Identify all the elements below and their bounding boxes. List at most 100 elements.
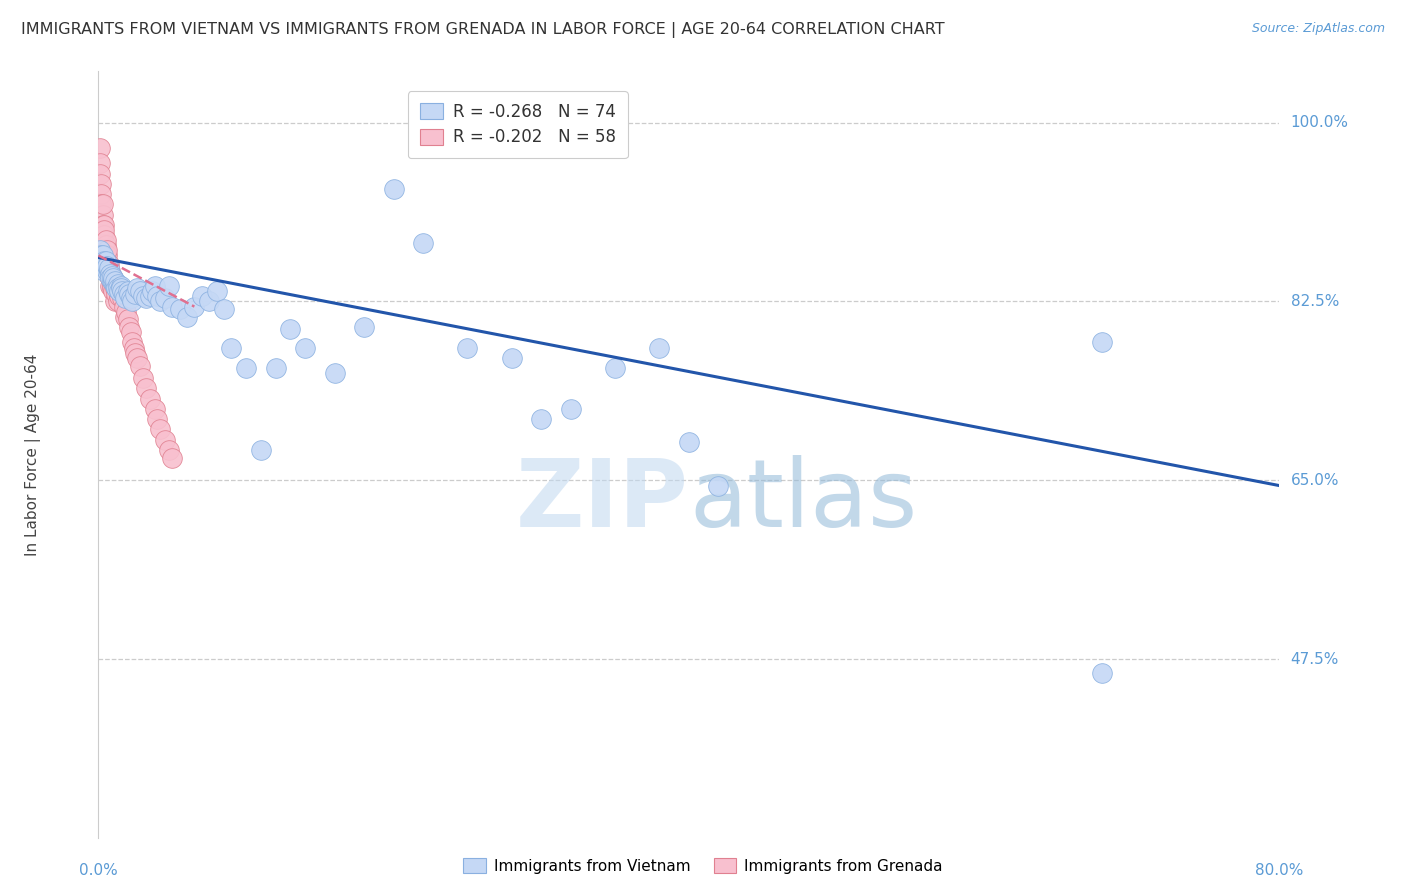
Point <box>146 289 169 303</box>
Point <box>135 381 157 395</box>
Point <box>96 264 118 278</box>
Point <box>294 341 316 355</box>
Point <box>117 311 139 326</box>
Point <box>153 292 176 306</box>
Point <box>132 371 155 385</box>
Point <box>132 289 155 303</box>
Point <box>90 187 112 202</box>
Text: 47.5%: 47.5% <box>1291 652 1339 667</box>
Point <box>89 141 111 155</box>
Point <box>107 294 129 309</box>
Point <box>124 287 146 301</box>
Point <box>112 300 135 314</box>
Point <box>128 359 150 373</box>
Point <box>235 361 257 376</box>
Point <box>183 300 205 314</box>
Point <box>93 238 115 252</box>
Point <box>108 289 131 303</box>
Point <box>96 259 118 273</box>
Point <box>117 285 139 299</box>
Point <box>96 248 118 262</box>
Point <box>162 450 183 465</box>
Point <box>103 271 125 285</box>
Text: In Labor Force | Age 20-64: In Labor Force | Age 20-64 <box>25 354 41 556</box>
Point <box>139 392 162 406</box>
Point <box>97 260 120 275</box>
Point <box>100 277 122 292</box>
Point <box>125 351 148 365</box>
Point <box>98 264 121 278</box>
Point <box>94 248 117 262</box>
Point <box>678 434 700 449</box>
Point <box>103 271 125 285</box>
Point <box>157 279 180 293</box>
Point <box>121 294 143 309</box>
Point <box>149 294 172 309</box>
Point <box>91 259 114 273</box>
Point <box>97 264 120 278</box>
Point <box>118 287 141 301</box>
Point <box>98 279 121 293</box>
Point <box>110 279 132 293</box>
Point <box>111 285 134 299</box>
Point <box>648 341 671 355</box>
Text: IMMIGRANTS FROM VIETNAM VS IMMIGRANTS FROM GRENADA IN LABOR FORCE | AGE 20-64 CO: IMMIGRANTS FROM VIETNAM VS IMMIGRANTS FR… <box>21 22 945 38</box>
Point <box>110 281 132 295</box>
Point <box>115 304 138 318</box>
Point <box>93 227 115 242</box>
Point <box>100 274 122 288</box>
Point <box>124 345 146 359</box>
Point <box>1091 335 1114 350</box>
Point <box>103 285 125 299</box>
Text: 80.0%: 80.0% <box>1256 863 1303 879</box>
Point <box>97 268 120 283</box>
Text: Source: ZipAtlas.com: Source: ZipAtlas.com <box>1251 22 1385 36</box>
Point <box>139 289 162 303</box>
Point <box>105 281 128 295</box>
Legend: Immigrants from Vietnam, Immigrants from Grenada: Immigrants from Vietnam, Immigrants from… <box>457 852 949 880</box>
Point <box>198 294 221 309</box>
Text: 65.0%: 65.0% <box>1291 473 1339 488</box>
Point <box>112 287 135 301</box>
Point <box>353 320 375 334</box>
Point <box>100 268 122 283</box>
Point <box>94 244 117 258</box>
Point <box>91 248 114 262</box>
Point <box>96 244 118 258</box>
Point <box>149 422 172 436</box>
Point <box>98 267 121 281</box>
Text: 0.0%: 0.0% <box>79 863 118 879</box>
Point <box>212 301 235 316</box>
Point <box>94 238 117 252</box>
Point <box>169 301 191 316</box>
Point <box>143 279 166 293</box>
Point <box>110 285 132 299</box>
Point <box>605 361 627 376</box>
Point <box>1091 665 1114 680</box>
Point <box>707 478 730 492</box>
Point <box>100 281 122 295</box>
Point <box>146 412 169 426</box>
Point <box>135 292 157 306</box>
Point <box>221 341 243 355</box>
Point <box>120 325 142 339</box>
Point <box>93 264 115 278</box>
Point <box>412 236 434 251</box>
Point <box>122 341 145 355</box>
Point <box>250 442 273 457</box>
Point <box>93 223 115 237</box>
Point <box>104 274 127 288</box>
Point <box>90 177 112 191</box>
Point <box>104 279 127 293</box>
Point <box>153 433 176 447</box>
Point <box>323 366 346 380</box>
Point <box>90 248 112 262</box>
Point <box>89 244 111 258</box>
Point <box>91 197 114 211</box>
Point <box>98 271 121 285</box>
Point <box>501 351 523 365</box>
Point <box>91 223 114 237</box>
Point <box>382 182 405 196</box>
Point <box>89 167 111 181</box>
Point <box>94 259 117 273</box>
